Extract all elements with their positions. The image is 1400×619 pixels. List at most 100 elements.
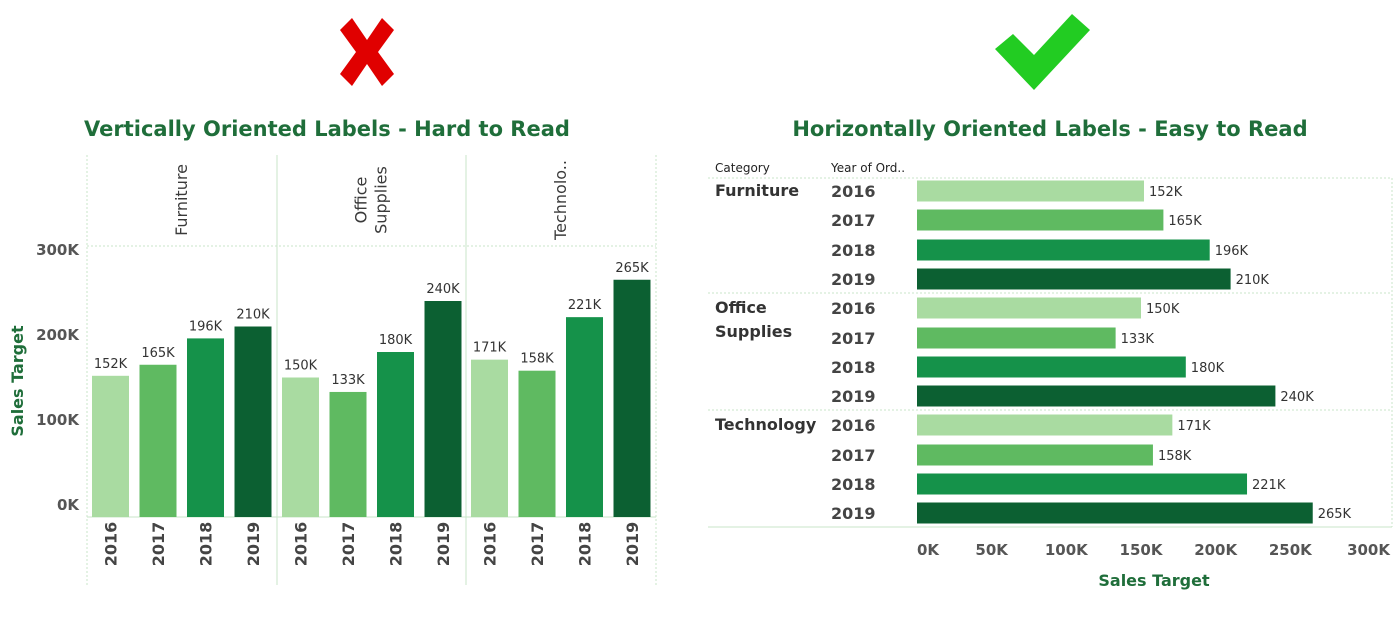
left-category-header: OfficeSupplies [352, 166, 391, 234]
left-data-label: 133K [331, 373, 365, 388]
right-data-label: 210K [1236, 273, 1270, 288]
right-bars [917, 180, 1313, 524]
right-x-tick-label: 200K [1194, 541, 1238, 559]
category-header-line: Office [352, 177, 371, 224]
left-y-tick-label: 200K [36, 326, 80, 344]
right-data-label: 171K [1177, 419, 1211, 434]
right-bar-2017 [917, 209, 1164, 231]
left-category-header: Furniture [172, 164, 191, 236]
right-year-labels: 2016 2017 2018 2019 2016 2017 2018 2019 2016 2017… [831, 182, 876, 523]
right-year-label: 2019 [831, 387, 876, 406]
right-year-label: 2017 [831, 211, 876, 230]
category-header-line: Technolo.. [551, 160, 570, 241]
left-category-header: Technolo.. [551, 160, 570, 241]
right-bar-2019 [917, 502, 1313, 524]
left-data-label: 210K [236, 308, 270, 323]
right-category-labels: Furniture Office Supplies Technology [715, 181, 817, 434]
right-data-label: 180K [1191, 361, 1225, 376]
right-x-tick-label: 100K [1045, 541, 1089, 559]
left-year-label: 2017 [528, 522, 547, 567]
right-bar-2016 [917, 414, 1173, 436]
right-data-label: 158K [1158, 449, 1192, 464]
right-year-label: 2019 [831, 270, 876, 289]
year-column-header: Year of Ord.. [830, 161, 905, 175]
right-x-tick-label: 250K [1269, 541, 1313, 559]
right-bar-2019 [917, 268, 1231, 290]
right-year-label: 2016 [831, 416, 876, 435]
checkmark-icon [995, 14, 1090, 90]
left-data-label: 152K [94, 357, 128, 372]
left-y-axis-title: Sales Target [8, 325, 27, 437]
right-bar-2018 [917, 239, 1210, 261]
left-bar-2019 [613, 279, 651, 517]
right-bar-2018 [917, 473, 1248, 495]
left-data-label: 158K [520, 352, 554, 367]
left-year-label: 2019 [434, 522, 453, 567]
left-chart: Sales Target 0K 100K 200K 300K Furniture Off… [8, 155, 657, 585]
right-data-label: 152K [1149, 185, 1183, 200]
left-bar-2018 [566, 317, 603, 517]
right-year-label: 2017 [831, 446, 876, 465]
left-bar-2017 [518, 370, 556, 517]
left-bars [92, 279, 651, 517]
left-data-labels: 152K 165K 196K 210K 150K 133K 180K 240K 171K 158K… [94, 261, 649, 388]
left-bar-2018 [187, 338, 224, 517]
right-chart: Category Year of Ord.. Furniture Office Su… [708, 161, 1393, 590]
left-year-label: 2016 [481, 522, 500, 567]
right-year-label: 2018 [831, 475, 876, 494]
left-year-label: 2016 [102, 522, 121, 567]
cross-icon [340, 18, 394, 86]
right-bar-2019 [917, 385, 1276, 407]
left-bar-2017 [139, 364, 177, 517]
left-year-label: 2017 [339, 522, 358, 567]
left-data-label: 221K [568, 298, 602, 313]
right-x-tick-label: 50K [975, 541, 1009, 559]
category-label-line: Technology [715, 415, 817, 434]
right-data-label: 150K [1146, 302, 1180, 317]
right-bar-2017 [917, 444, 1153, 466]
category-label-line: Supplies [715, 322, 792, 341]
right-year-label: 2018 [831, 358, 876, 377]
left-data-label: 165K [141, 346, 175, 361]
left-chart-title: Vertically Oriented Labels - Hard to Rea… [84, 117, 570, 141]
right-data-label: 265K [1318, 507, 1352, 522]
right-data-label: 221K [1252, 478, 1286, 493]
category-label-line: Furniture [715, 181, 799, 200]
right-bar-2017 [917, 327, 1116, 349]
left-data-label: 171K [473, 341, 507, 356]
category-header-line: Supplies [372, 166, 391, 234]
category-label-line: Office [715, 298, 767, 317]
left-y-tick-label: 0K [57, 496, 80, 514]
right-data-label: 165K [1168, 214, 1202, 229]
left-year-label: 2018 [197, 522, 216, 567]
left-bar-2016 [92, 375, 129, 517]
left-chart-grid [86, 155, 657, 585]
right-x-axis-ticks: 0K 50K 100K 150K 200K 250K 300K [917, 541, 1391, 559]
right-data-label: 196K [1215, 244, 1249, 259]
left-bar-2018 [377, 352, 414, 517]
right-year-label: 2017 [831, 329, 876, 348]
left-year-label: 2019 [623, 522, 642, 567]
left-y-tick-label: 300K [36, 241, 80, 259]
right-chart-grid [708, 177, 1393, 528]
right-year-label: 2016 [831, 182, 876, 201]
right-year-label: 2018 [831, 241, 876, 260]
left-bar-2016 [471, 359, 508, 517]
right-x-tick-label: 0K [917, 541, 940, 559]
left-y-axis-ticks: 0K 100K 200K 300K [36, 241, 80, 514]
left-data-label: 150K [284, 359, 318, 374]
left-data-label: 240K [426, 282, 460, 297]
left-year-label: 2018 [576, 522, 595, 567]
category-column-header: Category [715, 161, 770, 175]
left-data-label: 265K [615, 261, 649, 276]
right-year-label: 2016 [831, 299, 876, 318]
left-bar-2016 [282, 377, 319, 517]
left-year-label: 2017 [149, 522, 168, 567]
left-data-label: 180K [379, 333, 413, 348]
left-year-labels: 2016 2017 2018 2019 2016 2017 2018 2019 2016 2017… [102, 522, 643, 567]
left-bar-2019 [424, 301, 462, 517]
left-year-label: 2019 [244, 522, 263, 567]
right-bar-2016 [917, 297, 1141, 319]
right-x-tick-label: 150K [1120, 541, 1164, 559]
